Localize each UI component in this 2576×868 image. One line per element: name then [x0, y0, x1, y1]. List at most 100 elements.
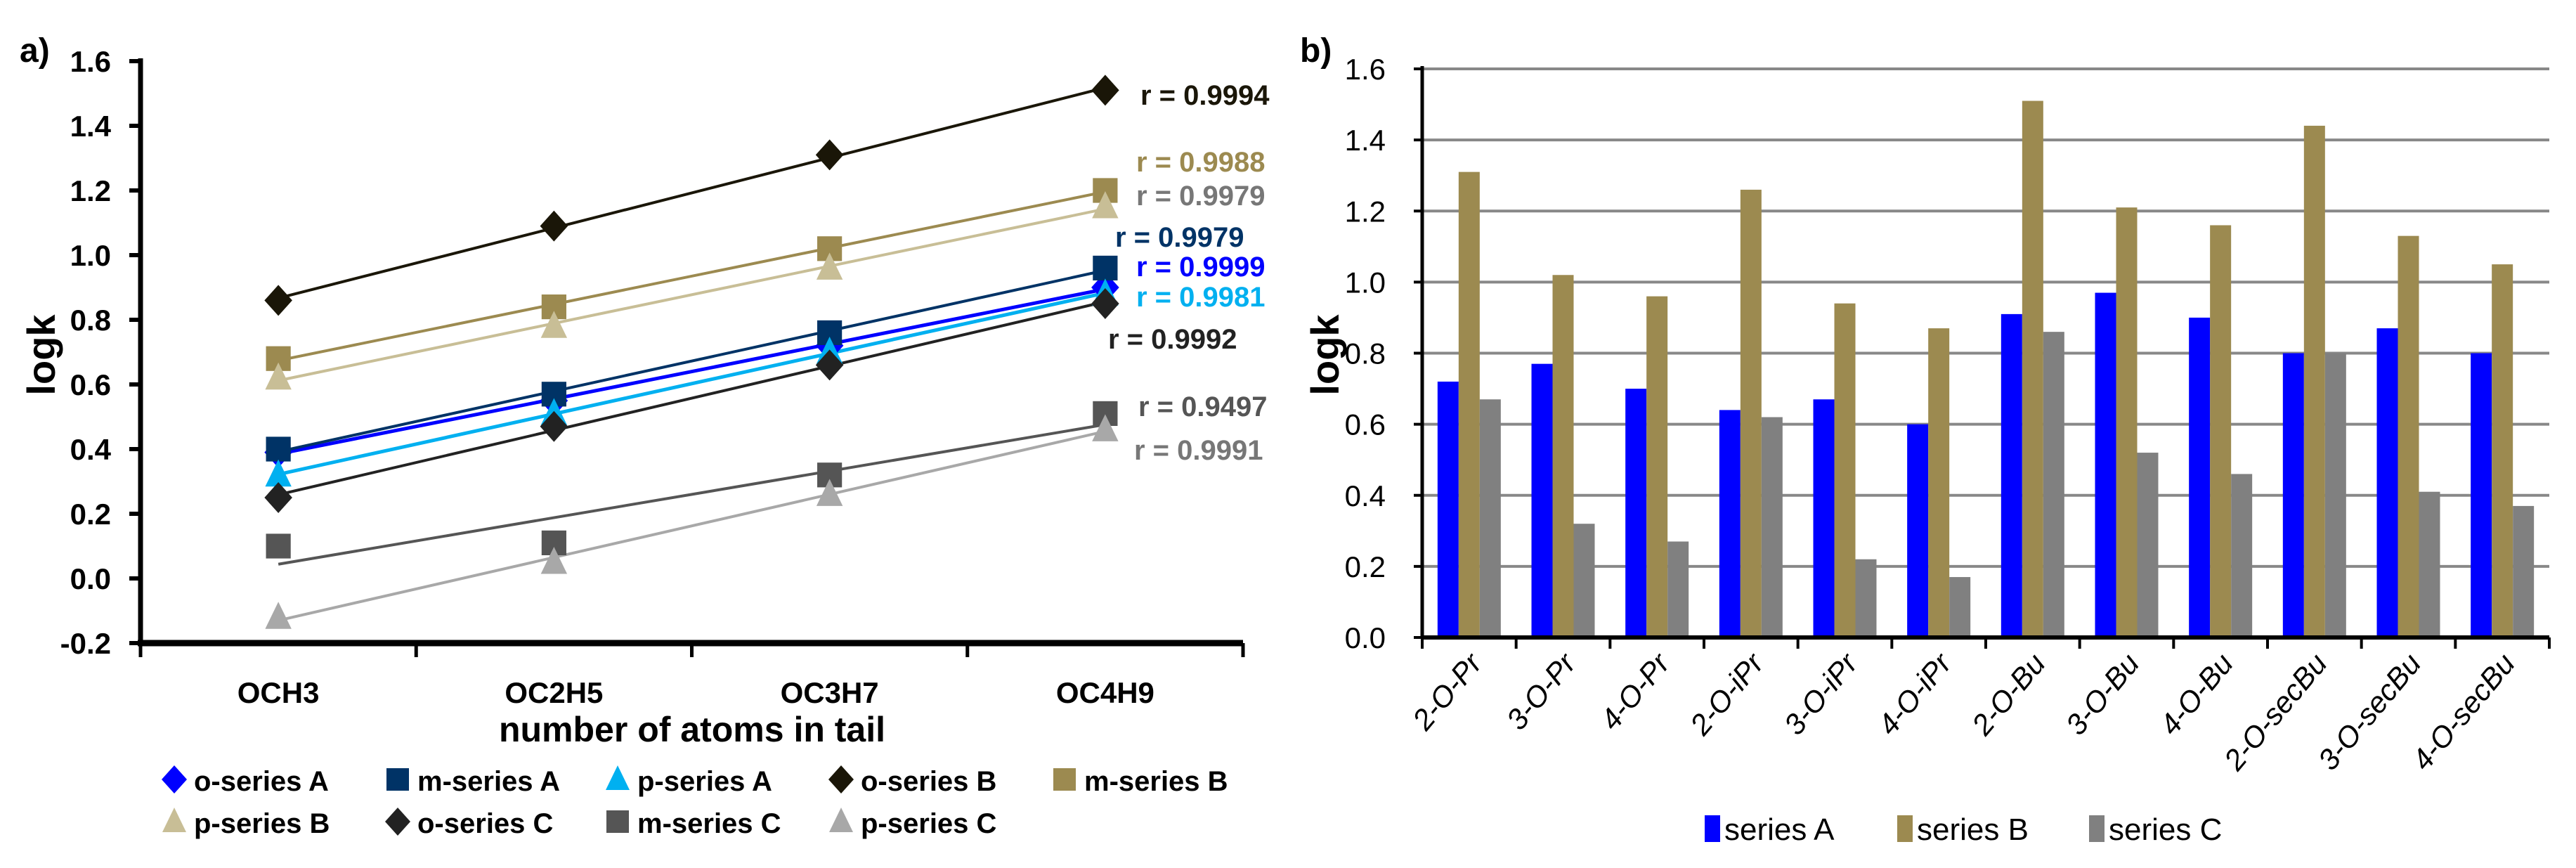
bar-series-B	[1458, 171, 1480, 638]
legend-triangle-icon	[829, 808, 853, 832]
trend-line-o-series-B	[278, 86, 1106, 300]
panel-b-legend: series A series B series C	[1705, 812, 2222, 847]
panel-a-x-axis-title: number of atoms in tail	[499, 710, 885, 749]
bar-series-A	[2095, 292, 2116, 637]
bar-series-C	[2231, 474, 2253, 637]
trend-line-o-series-A	[278, 287, 1106, 456]
bar-series-B	[2116, 207, 2138, 638]
legend-swatch-icon	[1897, 815, 1913, 842]
data-point-o-series-C	[815, 349, 844, 381]
panel-a-y-tick-label: 0.4	[70, 433, 112, 466]
panel-a-y-tick-label: 0.8	[70, 304, 111, 337]
legend-label: p-series C	[861, 808, 996, 839]
bar-series-A	[1437, 381, 1459, 637]
legend-label: m-series A	[417, 766, 560, 797]
data-point-p-series-C	[1092, 414, 1119, 441]
legend-label: series A	[1724, 812, 1835, 847]
trend-line-o-series-C	[278, 300, 1106, 496]
panel-a-x-tick-label: OC3H7	[781, 676, 879, 709]
legend-square-icon	[1053, 768, 1076, 791]
bar-series-C	[1573, 524, 1595, 637]
trend-line-p-series-A	[278, 291, 1106, 477]
bar-series-C	[2043, 332, 2064, 637]
legend-item: p-series A	[606, 765, 772, 797]
panel-a-y-tick-label: 1.0	[70, 239, 111, 272]
legend-label: series B	[1917, 812, 2029, 847]
legend-swatch-icon	[2089, 815, 2105, 842]
bar-series-A	[2376, 328, 2398, 637]
bar-series-C	[2324, 353, 2346, 637]
panel-a-y-tick-label: 0.0	[70, 562, 111, 595]
legend-label: p-series A	[637, 766, 772, 797]
data-point-o-series-B	[540, 210, 568, 242]
panel-a-label: a)	[20, 32, 50, 70]
panel-a-y-axis-title: logk	[19, 314, 63, 396]
data-point-p-series-B	[816, 252, 843, 280]
panel-b-y-tick-label: 1.4	[1345, 124, 1386, 157]
legend-label: o-series B	[861, 766, 996, 797]
bar-series-B	[2492, 264, 2513, 637]
data-point-p-series-B	[265, 362, 292, 390]
r-value-label: r = 0.9994	[1140, 80, 1270, 111]
legend-triangle-icon	[162, 808, 186, 832]
trend-line-m-series-A	[278, 268, 1106, 453]
legend-item: p-series B	[162, 808, 330, 839]
bar-series-B	[2303, 125, 2325, 637]
legend-item: o-series C	[385, 808, 553, 839]
r-value-label: r = 0.9992	[1108, 324, 1237, 355]
legend-square-icon	[386, 768, 409, 791]
bar-series-C	[2137, 453, 2159, 637]
trend-line-m-series-C	[278, 423, 1106, 566]
legend-swatch-icon	[1705, 815, 1720, 842]
panel-a-y-tick-label: 1.2	[70, 174, 111, 207]
panel-b-x-tick-label: 4-O-Bu	[2153, 647, 2239, 741]
bar-series-C	[1855, 559, 1877, 637]
bar-series-A	[1531, 363, 1553, 637]
bar-series-A	[1625, 389, 1647, 637]
panel-a-y-tick-label: 0.2	[70, 498, 111, 531]
panel-a-y-tick-label: 1.6	[70, 45, 111, 78]
panel-b-y-tick-label: 1.2	[1345, 195, 1386, 228]
legend-item: o-series A	[162, 765, 329, 797]
panel-a-x-tick-label: OC4H9	[1056, 676, 1154, 709]
legend-diamond-icon	[162, 765, 187, 793]
data-point-o-series-B	[264, 285, 292, 316]
panel-b-x-tick-label: 2-O-Bu	[1965, 647, 2052, 742]
legend-label: m-series B	[1084, 766, 1228, 797]
bar-series-A	[2189, 317, 2211, 637]
r-value-label: r = 0.9999	[1136, 252, 1266, 283]
bar-series-C	[1761, 417, 1783, 637]
panel-b-y-tick-label: 0.6	[1345, 408, 1386, 441]
r-value-label: r = 0.9991	[1134, 435, 1263, 466]
legend-label: m-series C	[637, 808, 781, 839]
data-point-p-series-A	[265, 459, 292, 487]
panel-b-y-axis-title: logk	[1303, 314, 1347, 396]
data-point-p-series-C	[816, 479, 843, 506]
legend-item: series B	[1897, 812, 2029, 847]
bar-series-B	[1928, 328, 1950, 637]
data-point-m-series-A	[266, 436, 291, 462]
legend-item: series A	[1705, 812, 1835, 847]
data-point-p-series-B	[1092, 191, 1119, 219]
bar-series-A	[1719, 410, 1741, 637]
bar-series-B	[1834, 303, 1856, 637]
panel-b-bar-chart: b) logk 0.0 0.2 0.4 0.6 0.8 1.0 1.2 1.4 1.6 2-O-…	[1300, 32, 2551, 847]
data-point-o-series-B	[815, 139, 844, 171]
r-value-label: r = 0.9497	[1138, 391, 1268, 422]
bar-series-A	[2282, 353, 2304, 637]
r-value-label: r = 0.9979	[1115, 222, 1244, 253]
data-point-o-series-C	[264, 482, 292, 513]
legend-label: series C	[2109, 812, 2222, 847]
panel-a-y-tick-label: 1.4	[70, 110, 112, 143]
data-point-o-series-B	[1091, 75, 1119, 106]
legend-item: series C	[2089, 812, 2222, 847]
legend-item: o-series B	[828, 765, 996, 797]
panel-b-x-tick-label: 4-O-iPr	[1871, 646, 1958, 741]
bar-series-C	[1479, 399, 1501, 637]
panel-b-x-tick-label: 2-O-iPr	[1683, 646, 1771, 741]
data-point-p-series-B	[540, 311, 568, 338]
trend-line-m-series-B	[278, 190, 1106, 362]
bar-series-A	[2471, 353, 2492, 637]
r-value-label: r = 0.9981	[1136, 282, 1266, 313]
